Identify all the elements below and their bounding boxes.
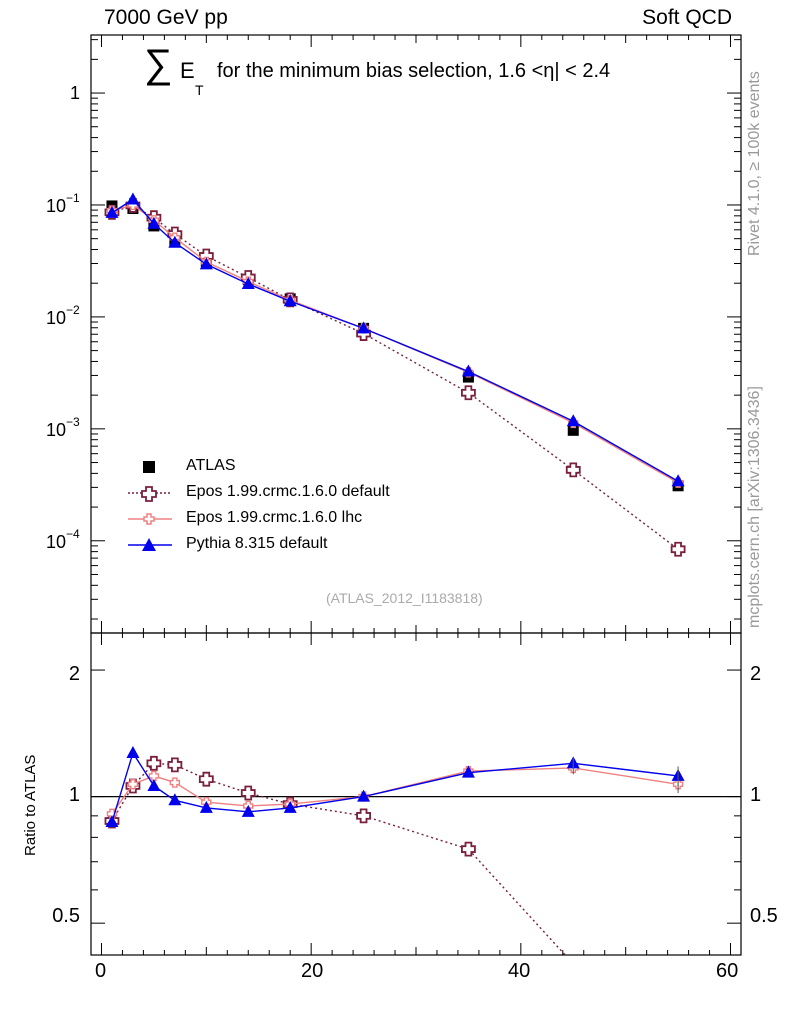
x-tick-label: 20: [301, 960, 324, 982]
legend-label: Epos 1.99.crmc.1.6.0 default: [186, 483, 390, 500]
ratio-tick-label: 1: [68, 784, 80, 806]
y-tick-exponent: −2: [66, 303, 80, 317]
y-tick-label: 1: [69, 83, 80, 103]
title-t-subscript: T: [195, 82, 204, 98]
data-point: [169, 777, 181, 788]
header-left: 7000 GeV pp: [104, 6, 228, 29]
y-tick-label: 10: [45, 196, 66, 216]
data-point: [126, 745, 140, 758]
data-point: [461, 364, 475, 377]
ratio-frame-border: [90, 632, 742, 956]
data-point: [168, 793, 182, 806]
data-point: [357, 321, 371, 334]
data-point: [283, 800, 297, 813]
y-tick-label: 10: [45, 532, 66, 552]
data-point: [671, 474, 685, 487]
legend-marker-pythia: [128, 538, 172, 551]
data-point: [567, 424, 579, 436]
y-tick-label: 10: [45, 420, 66, 440]
legend-marker-atlas: [143, 461, 155, 473]
legend-marker-epos-default: [128, 486, 172, 502]
data-point: [126, 192, 140, 205]
series-line: [111, 198, 679, 482]
legend-entry-epos-lhc: Epos 1.99.crmc.1.6.0 lhc: [120, 507, 460, 531]
data-point: [146, 755, 162, 771]
series-group: [105, 192, 685, 487]
ratio-tick-label-right: 1: [750, 784, 762, 806]
mcplots-label: mcplots.cern.ch [arXiv:1306.3436]: [746, 386, 763, 628]
data-point: [283, 294, 297, 307]
analysis-id: (ATLAS_2012_I1183818): [326, 590, 483, 606]
series-group: [106, 200, 684, 492]
ratio-plot-frame: [90, 621, 742, 956]
data-point: [148, 770, 160, 782]
data-point: [105, 205, 119, 218]
legend-entry-atlas: ATLAS: [120, 455, 460, 479]
y-tick-exponent: −3: [66, 415, 80, 429]
sum-symbol: ∑: [144, 42, 173, 86]
data-point: [241, 804, 255, 817]
ratio-series: [104, 745, 685, 1023]
ratio-tick-label-right: 0.5: [750, 905, 778, 927]
series-line: [111, 762, 567, 955]
series-group: [105, 745, 685, 828]
data-point: [356, 808, 371, 824]
series-line: [111, 204, 679, 484]
data-point: [461, 841, 476, 857]
x-tick-label: 0: [95, 960, 107, 982]
legend-entry-pythia: Pythia 8.315 default: [120, 533, 460, 557]
data-point: [461, 385, 476, 401]
data-point: [199, 800, 213, 813]
data-point: [672, 1010, 685, 1023]
data-point: [567, 957, 580, 970]
data-point: [241, 276, 255, 289]
plot-title: for the minimum bias selection, 1.6 <η| …: [217, 60, 611, 82]
ratio-tick-label-right: 2: [750, 663, 762, 685]
x-tick-label: 60: [716, 960, 739, 982]
data-point: [168, 235, 182, 248]
chart-marks: [104, 192, 686, 1023]
data-point: [199, 257, 213, 270]
data-point: [357, 789, 371, 802]
legend-label: ATLAS: [186, 457, 236, 474]
data-point: [127, 779, 139, 790]
header-right: Soft QCD: [642, 6, 732, 29]
data-point: [566, 414, 580, 427]
x-tick-label: 40: [508, 960, 531, 982]
data-point: [106, 808, 118, 820]
legend-label: Pythia 8.315 default: [186, 535, 328, 552]
series-group: [106, 199, 684, 488]
data-point: [670, 541, 686, 557]
y-tick-exponent: −1: [66, 191, 80, 205]
series-group: [106, 762, 684, 820]
data-point: [147, 778, 161, 791]
legend-entry-epos-default: Epos 1.99.crmc.1.6.0 default: [120, 481, 460, 505]
data-point: [240, 785, 256, 801]
title-e: E: [180, 58, 195, 83]
ratio-ylabel: Ratio to ATLAS: [22, 754, 39, 856]
legend-marker-epos-lhc: [128, 513, 172, 525]
ratio-tick-label: 2: [68, 663, 80, 685]
y-tick-label: 10: [45, 308, 66, 328]
rivet-label: Rivet 4.1.0, ≥ 100k events: [746, 71, 763, 256]
series-line: [111, 204, 679, 550]
data-point: [147, 216, 161, 229]
series-line: [111, 751, 679, 823]
data-point: [105, 815, 119, 828]
data-point: [461, 765, 475, 778]
y-tick-exponent: −4: [66, 527, 80, 541]
data-point: [565, 462, 581, 478]
data-point: [167, 757, 183, 773]
data-point: [198, 771, 214, 787]
legend-label: Epos 1.99.crmc.1.6.0 lhc: [186, 509, 363, 526]
ratio-tick-label: 0.5: [52, 905, 80, 927]
